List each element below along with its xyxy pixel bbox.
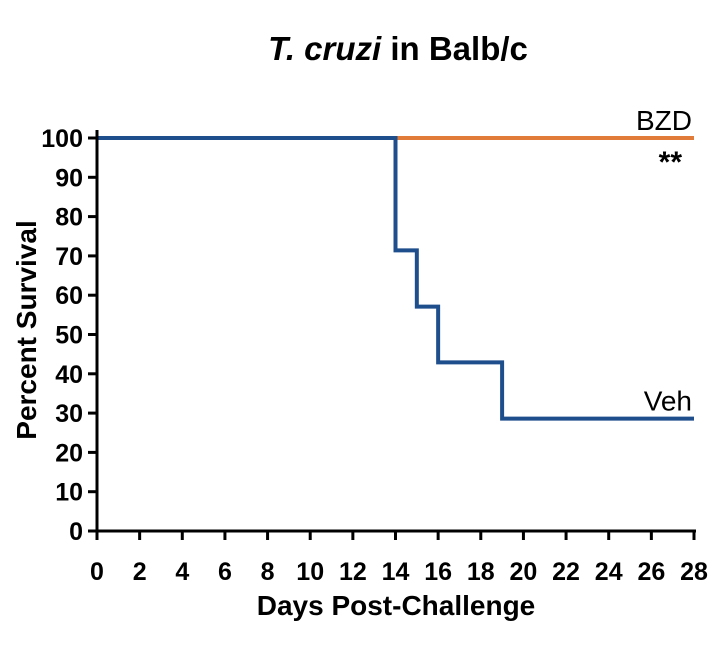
y-tick-label: 50 (55, 322, 83, 350)
x-tick-label: 16 (424, 558, 452, 586)
x-tick-label: 18 (467, 558, 495, 586)
y-tick-label: 90 (55, 164, 83, 192)
x-axis-label: Days Post-Challenge (257, 590, 536, 621)
x-tick-label: 28 (680, 558, 708, 586)
x-tick-label: 14 (382, 558, 410, 586)
y-axis-label: Percent Survival (11, 220, 42, 439)
x-tick-label: 12 (339, 558, 367, 586)
x-tick-label: 10 (296, 558, 324, 586)
x-tick-label: 26 (637, 558, 665, 586)
x-tick-label: 2 (133, 558, 147, 586)
x-tick-label: 6 (218, 558, 232, 586)
x-tick-label: 20 (510, 558, 538, 586)
x-tick-label: 8 (261, 558, 275, 586)
chart-title-italic: T. cruzi (268, 30, 382, 67)
chart-title-rest: in Balb/c (381, 30, 528, 67)
y-tick-label: 20 (55, 439, 83, 467)
y-tick-label: 100 (41, 125, 83, 153)
chart-title: T. cruzi in Balb/c (0, 30, 716, 68)
series-label-bzd: BZD (636, 105, 692, 136)
significance-annotation: ** (659, 146, 683, 179)
series-label-veh: Veh (644, 386, 692, 417)
plot-marks (97, 136, 694, 421)
y-tick-label: 10 (55, 479, 83, 507)
y-tick-label: 30 (55, 400, 83, 428)
labels: 0 10 20 30 40 50 60 70 80 90 100 0 2 4 6 8 10 12 14 16 18 20 2… (41, 105, 708, 586)
x-tick-label: 24 (595, 558, 623, 586)
y-tick-label: 0 (69, 518, 83, 546)
y-tick-label: 70 (55, 243, 83, 271)
y-tick-label: 60 (55, 282, 83, 310)
series-line-veh (97, 136, 694, 421)
axes (88, 130, 696, 540)
x-tick-label: 0 (90, 558, 104, 586)
x-tick-label: 22 (552, 558, 580, 586)
y-tick-label: 80 (55, 204, 83, 232)
y-tick-label: 40 (55, 361, 83, 389)
x-tick-label: 4 (175, 558, 189, 586)
